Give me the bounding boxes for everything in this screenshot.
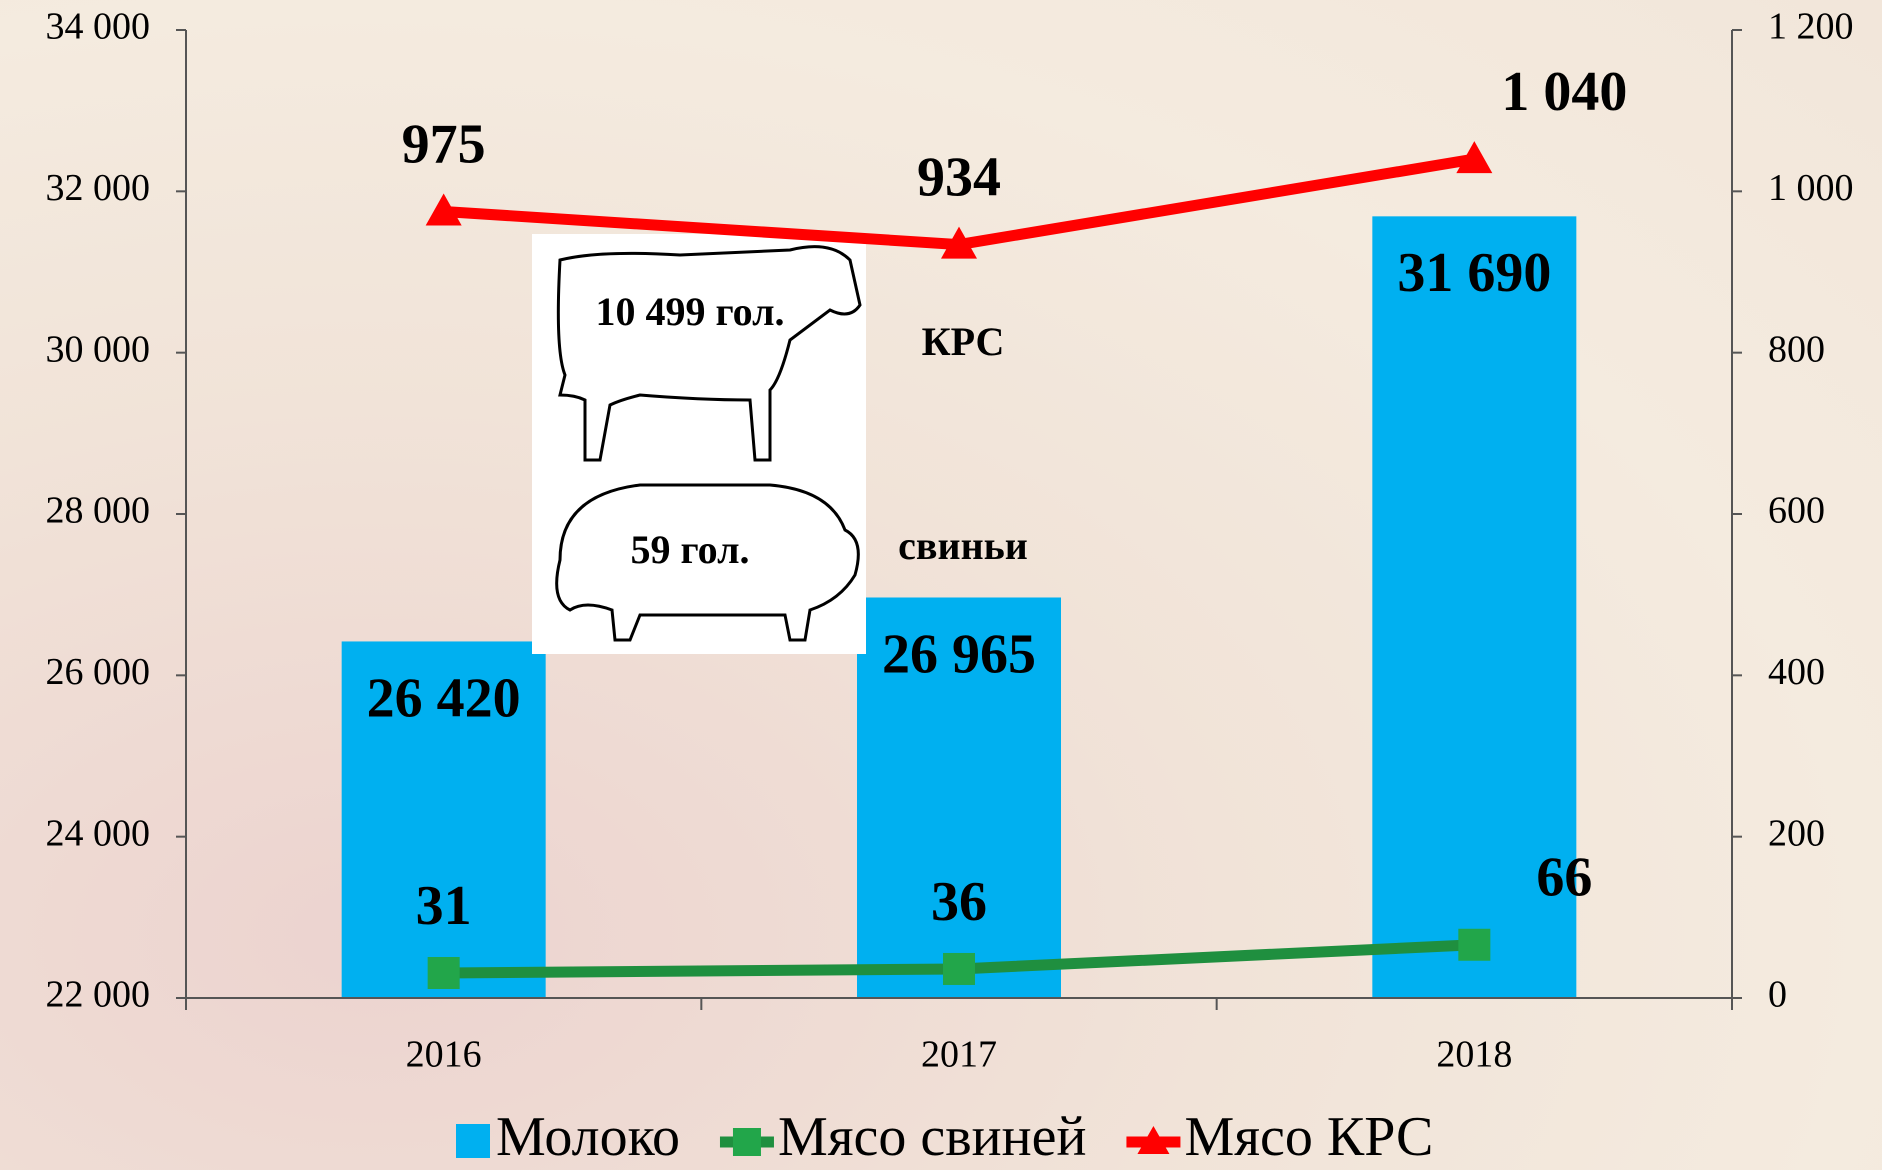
picture-background [532, 234, 866, 654]
annotation: свиньи [898, 523, 1028, 568]
marker [1458, 928, 1491, 961]
marker [425, 193, 462, 226]
legend-marker [1137, 1126, 1170, 1154]
bar [857, 597, 1061, 998]
legend-label: Молоко [496, 1106, 680, 1168]
y2-tick-label: 1 000 [1768, 167, 1854, 209]
legend-label: Мясо КРС [1184, 1106, 1433, 1168]
bar [1372, 216, 1577, 999]
y2-tick-label: 600 [1768, 490, 1825, 532]
line-value-label: 36 [931, 871, 987, 933]
y2-tick-label: 800 [1768, 328, 1825, 370]
x-tick-label: 2017 [921, 1034, 997, 1076]
y2-tick-label: 200 [1768, 812, 1825, 854]
bar-value-label: 31 690 [1397, 242, 1551, 304]
bar-value-label: 26 965 [882, 623, 1036, 685]
legend-marker [732, 1128, 761, 1156]
annotation: 10 499 гол. [595, 289, 784, 334]
bar-layer [341, 216, 1577, 999]
annotation: КРС [922, 319, 1005, 364]
marker [1456, 141, 1493, 174]
y-tick-label: 22 000 [46, 974, 151, 1016]
line-value-label: 975 [402, 113, 486, 175]
y-tick-label: 24 000 [46, 812, 151, 854]
legend-label: Мясо свиней [778, 1106, 1086, 1168]
y-tick-label: 26 000 [46, 651, 151, 693]
y2-tick-label: 0 [1768, 974, 1787, 1016]
bar-value-label: 26 420 [367, 667, 521, 729]
line-value-label: 31 [416, 875, 472, 937]
annotation: 59 гол. [630, 527, 749, 572]
y-tick-label: 30 000 [46, 328, 151, 370]
legend-swatch [456, 1124, 490, 1158]
marker [941, 226, 977, 259]
line-value-label: 1 040 [1501, 61, 1627, 123]
pig-outline [555, 483, 860, 642]
bar [341, 641, 546, 998]
y-tick-label: 32 000 [46, 167, 151, 209]
x-tick-label: 2018 [1436, 1034, 1512, 1076]
line-value-label: 934 [917, 146, 1001, 208]
line-value-label: 66 [1536, 847, 1592, 909]
animal-picture [532, 234, 866, 654]
cow-outline [556, 245, 862, 462]
y-tick-label: 28 000 [46, 490, 151, 532]
x-tick-label: 2016 [406, 1034, 482, 1076]
y2-tick-label: 1 200 [1768, 6, 1854, 48]
marker [943, 952, 975, 985]
y2-tick-label: 400 [1768, 651, 1825, 693]
marker [427, 956, 460, 989]
y-tick-label: 34 000 [46, 6, 151, 48]
